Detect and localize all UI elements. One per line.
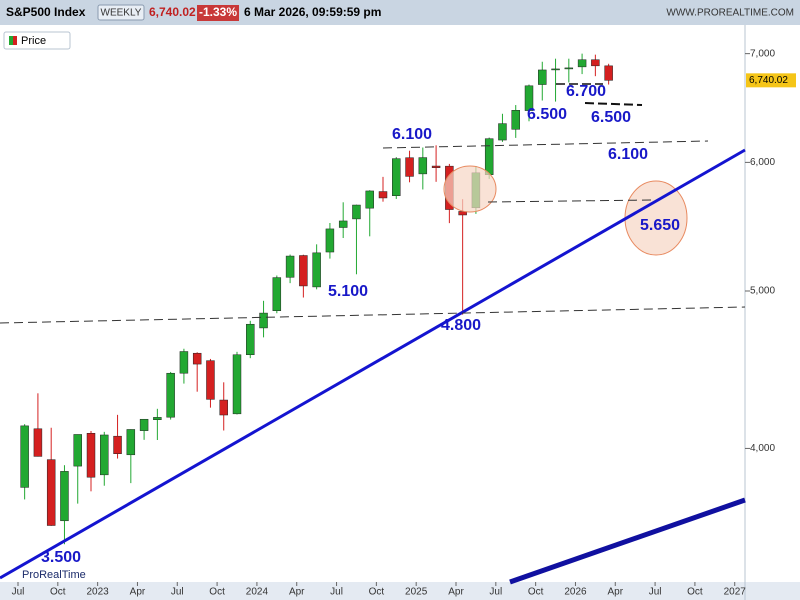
candle-body <box>232 354 242 415</box>
candle-body <box>299 255 308 287</box>
candle-body <box>312 252 321 288</box>
candle-body <box>46 459 56 526</box>
x-tick-label: Jul <box>330 587 343 598</box>
y-tick-label: 5,000 <box>750 286 775 297</box>
annotation: 5.650 <box>640 217 680 234</box>
annotation: 6.100 <box>392 126 432 143</box>
date: 6 Mar 2026, 09:59:59 pm <box>244 5 381 19</box>
candle-body <box>60 471 69 522</box>
candle-body <box>431 165 441 168</box>
level-line <box>584 102 643 106</box>
x-tick-label: 2026 <box>564 587 587 598</box>
candle-body <box>498 123 507 141</box>
candle-body <box>484 138 494 175</box>
candle-body <box>352 204 361 220</box>
legend-label[interactable]: Price <box>21 35 46 47</box>
x-tick-label: Jul <box>489 587 502 598</box>
x-tick-label: 2023 <box>87 587 110 598</box>
candle-body <box>113 435 122 454</box>
x-tick-label: Apr <box>607 587 623 598</box>
candle-body <box>418 157 428 175</box>
candle-body <box>272 277 282 311</box>
annotation: 6.100 <box>608 146 648 163</box>
candle-body <box>139 418 149 431</box>
candle-body <box>405 157 414 177</box>
candle-body <box>126 429 136 456</box>
x-tick-label: 2024 <box>246 587 269 598</box>
candle-body <box>259 312 268 329</box>
timeframe-box[interactable] <box>97 4 145 21</box>
x-tick-label: 2025 <box>405 587 428 598</box>
trend-line <box>0 148 746 580</box>
x-tick-label: Oct <box>369 587 385 598</box>
candle-body <box>179 351 189 374</box>
x-tick-label: Apr <box>448 587 464 598</box>
level-line <box>382 140 709 149</box>
annotation: 6.500 <box>591 109 631 126</box>
legend-swatch-up <box>9 36 13 45</box>
candle-body <box>285 255 295 278</box>
site: WWW.PROREALTIME.COM <box>666 8 794 19</box>
last-price-tag <box>746 73 796 88</box>
candle-body <box>192 352 202 365</box>
x-tick-label: Oct <box>687 587 703 598</box>
candle-body <box>392 158 401 196</box>
y-tick-label: 4,000 <box>750 443 775 454</box>
legend-swatch-down <box>13 36 17 45</box>
timeframe[interactable]: WEEKLY <box>101 8 142 19</box>
trend-line <box>509 497 746 585</box>
candle-body <box>524 85 534 111</box>
x-tick-label: Jul <box>12 587 25 598</box>
candle-body <box>153 417 162 420</box>
candle-body <box>86 432 96 478</box>
y-tick-label: 7,000 <box>750 48 775 59</box>
candle-body <box>564 67 574 70</box>
x-tick-label: Jul <box>171 587 184 598</box>
candle-body <box>325 228 335 253</box>
candle-body <box>511 110 520 130</box>
candle-body <box>338 220 348 228</box>
candle-body <box>551 68 560 71</box>
y-tick-label: 6,000 <box>750 157 775 168</box>
annotation: 3.500 <box>41 549 81 566</box>
legend-box[interactable] <box>3 31 71 50</box>
logo: ProRealTime <box>22 569 86 581</box>
candle-body <box>246 323 255 356</box>
change-box <box>197 5 239 21</box>
x-tick-label: Oct <box>528 587 544 598</box>
annotation: 6.700 <box>566 83 606 100</box>
x-tick-label: Apr <box>130 587 146 598</box>
candle-body <box>538 69 547 85</box>
level-line <box>0 306 746 324</box>
annotation: 6.500 <box>527 106 567 123</box>
annotation: 4.800 <box>441 317 481 334</box>
change: -1.33% <box>199 5 237 19</box>
x-tick-label: Oct <box>50 587 66 598</box>
last-price: 6,740.02 <box>149 5 196 19</box>
x-axis-bar <box>0 582 800 600</box>
x-tick-label: 2027 <box>724 587 747 598</box>
candle-body <box>378 191 388 199</box>
candle-body <box>206 360 215 400</box>
candle-body <box>604 65 613 81</box>
last-price-tag-label: 6,740.02 <box>749 75 788 86</box>
symbol: S&P500 Index <box>6 5 86 19</box>
candle-body <box>33 428 43 457</box>
x-tick-label: Oct <box>209 587 225 598</box>
candle-body <box>100 434 109 476</box>
zone <box>443 165 497 213</box>
candle-body <box>166 372 175 418</box>
candle-body <box>591 59 600 67</box>
candle-body <box>73 434 82 467</box>
annotation: 5.100 <box>328 283 368 300</box>
candle-body <box>365 190 374 209</box>
candle-body <box>20 425 29 488</box>
candle-body <box>577 59 587 68</box>
x-tick-label: Apr <box>289 587 305 598</box>
x-tick-label: Jul <box>649 587 662 598</box>
candle-body <box>219 399 228 416</box>
